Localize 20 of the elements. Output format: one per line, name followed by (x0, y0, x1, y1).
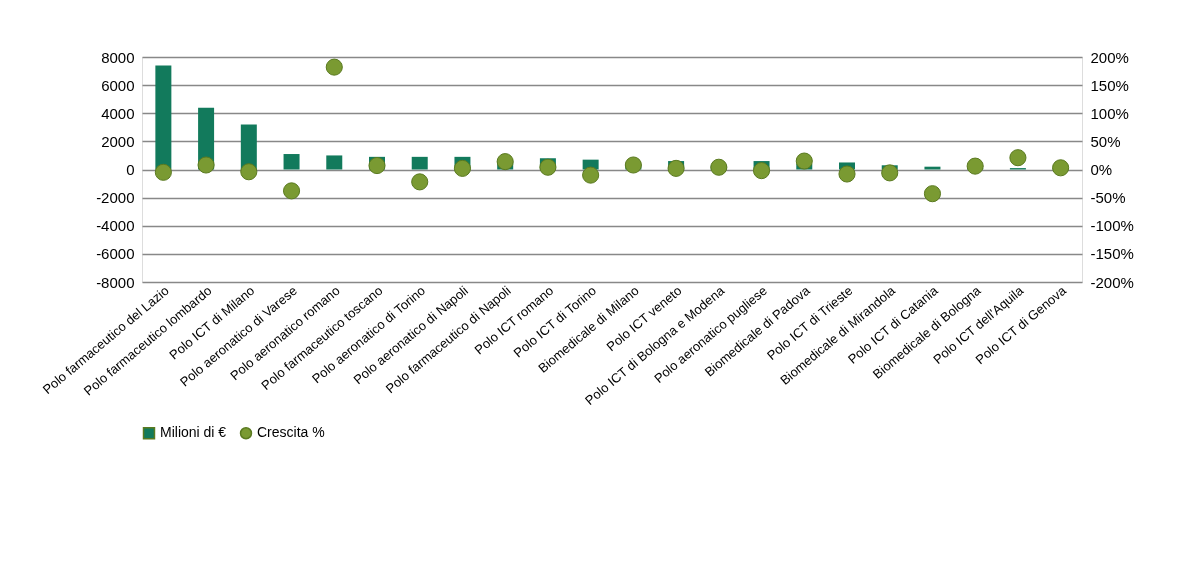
y-tick-label: 2000 (101, 132, 135, 150)
y-tick-label: -8000 (96, 273, 135, 291)
y2-tick-label: 100% (1090, 104, 1129, 122)
y-tick-label: 4000 (101, 104, 135, 122)
y-tick-label: -2000 (96, 189, 135, 207)
y2-tick-label: 50% (1090, 132, 1121, 150)
y-tick-label: 6000 (101, 76, 135, 94)
y2-tick-label: -100% (1090, 217, 1134, 235)
y-tick-label: -4000 (96, 217, 135, 235)
y-tick-label: 0 (126, 161, 135, 178)
y2-tick-label: 0% (1090, 161, 1113, 178)
y2-tick-label: -200% (1090, 273, 1134, 291)
y2-tick-label: -150% (1090, 245, 1134, 263)
legend-label: Milioni di € (160, 424, 227, 441)
y2-tick-label: 200% (1090, 48, 1129, 66)
legend-label: Crescita % (257, 424, 325, 441)
y-tick-label: -6000 (96, 245, 135, 263)
y2-tick-label: -50% (1090, 189, 1126, 207)
y2-tick-label: 150% (1090, 76, 1129, 94)
y-tick-label: 8000 (101, 48, 135, 66)
